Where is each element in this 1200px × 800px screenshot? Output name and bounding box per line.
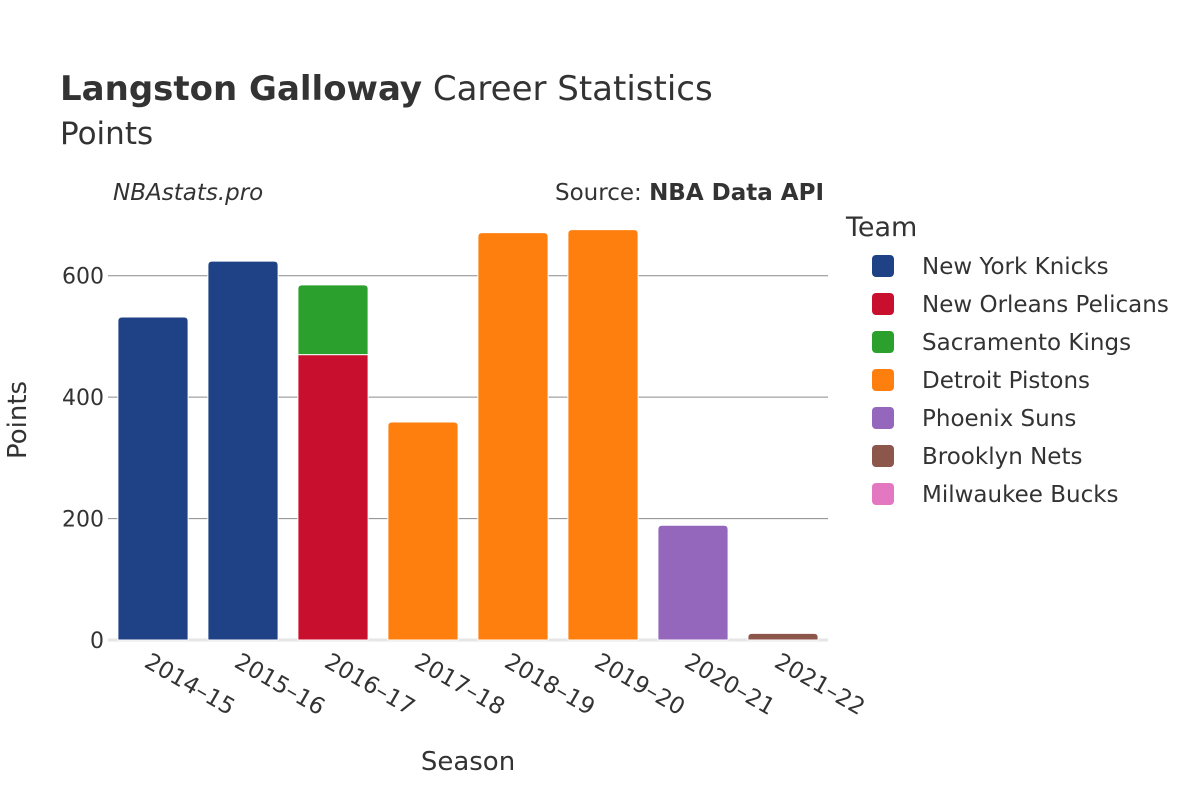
legend-label: New Orleans Pelicans	[922, 292, 1169, 318]
x-tick-label: 2017–18	[410, 649, 509, 721]
legend-item[interactable]: Detroit Pistons	[872, 368, 1090, 394]
x-tick-label: 2015–16	[230, 649, 329, 721]
legend-label: Sacramento Kings	[922, 330, 1131, 356]
y-tick-label: 0	[90, 629, 104, 654]
title-player-name: Langston Galloway	[60, 69, 422, 109]
bar-segment	[657, 524, 729, 641]
y-tick-label: 200	[62, 508, 104, 533]
source-prefix: Source:	[555, 180, 649, 206]
legend-label: Detroit Pistons	[922, 368, 1090, 394]
y-tick-labels: 0 200 400 600	[62, 265, 104, 654]
legend-title: Team	[845, 212, 917, 243]
legend-item[interactable]: Brooklyn Nets	[872, 444, 1082, 470]
bar-segment	[297, 354, 369, 641]
title-suffix: Career Statistics	[422, 69, 713, 109]
x-tick-label: 2019–20	[590, 649, 689, 721]
bar-segment	[387, 421, 459, 641]
bar-segment	[567, 229, 639, 641]
bar-segment	[477, 232, 549, 641]
legend-swatch	[872, 255, 894, 277]
legend-label: Phoenix Suns	[922, 406, 1076, 432]
legend-swatch	[872, 369, 894, 391]
legend-label: Milwaukee Bucks	[922, 482, 1119, 508]
legend-swatch	[872, 293, 894, 315]
bar-segment	[207, 260, 279, 641]
y-axis-label: Points	[3, 381, 33, 459]
legend: Team New York Knicks New Orleans Pelicans…	[845, 212, 1169, 508]
legend-label: New York Knicks	[922, 254, 1109, 280]
source-label: Source: NBA Data API	[555, 180, 824, 206]
bar-segment	[297, 284, 369, 356]
y-tick-label: 400	[62, 386, 104, 411]
legend-swatch	[872, 331, 894, 353]
watermark: NBAstats.pro	[113, 180, 263, 206]
bar-segment	[747, 632, 819, 641]
legend-item[interactable]: Sacramento Kings	[872, 330, 1131, 356]
legend-label: Brooklyn Nets	[922, 444, 1082, 470]
x-tick-label: 2016–17	[320, 649, 419, 721]
x-tick-label: 2018–19	[500, 649, 599, 721]
x-tick-labels: 2014–152015–162016–172017–182018–192019–…	[140, 649, 869, 721]
legend-item[interactable]: Phoenix Suns	[872, 406, 1076, 432]
legend-item[interactable]: New Orleans Pelicans	[872, 292, 1169, 318]
legend-item[interactable]: Milwaukee Bucks	[872, 482, 1119, 508]
chart-subtitle: Points	[60, 116, 153, 152]
x-axis-label: Season	[421, 747, 515, 777]
source-name: NBA Data API	[649, 180, 824, 206]
bars	[117, 229, 819, 641]
chart-title: Langston Galloway Career Statistics	[60, 69, 713, 109]
bar-segment	[117, 316, 189, 641]
legend-swatch	[872, 483, 894, 505]
x-tick-label: 2021–22	[770, 649, 869, 721]
y-tick-label: 600	[62, 265, 104, 290]
legend-item[interactable]: New York Knicks	[872, 254, 1109, 280]
x-tick-label: 2014–15	[140, 649, 239, 721]
legend-items: New York Knicks New Orleans Pelicans Sacra…	[872, 254, 1169, 508]
legend-swatch	[872, 445, 894, 467]
x-tick-label: 2020–21	[680, 649, 779, 721]
legend-swatch	[872, 407, 894, 429]
